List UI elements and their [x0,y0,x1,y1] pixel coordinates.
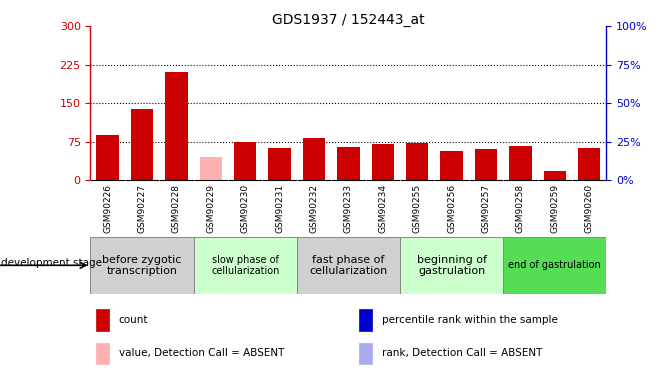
Text: GSM90230: GSM90230 [241,184,250,232]
Text: value, Detection Call = ABSENT: value, Detection Call = ABSENT [119,348,284,358]
Text: before zygotic
transcription: before zygotic transcription [103,255,182,276]
Text: fast phase of
cellularization: fast phase of cellularization [310,255,387,276]
Text: GSM90229: GSM90229 [206,184,215,232]
Text: GSM90228: GSM90228 [172,184,181,232]
Bar [96,309,109,331]
Text: GSM90259: GSM90259 [550,184,559,232]
Bar [297,237,400,294]
Text: GDS1937 / 152443_at: GDS1937 / 152443_at [272,13,425,27]
Text: GSM90234: GSM90234 [379,184,387,232]
Text: GSM90255: GSM90255 [413,184,421,232]
Text: GSM90256: GSM90256 [447,184,456,232]
Bar [503,237,606,294]
Bar [234,142,257,180]
Text: GSM90232: GSM90232 [310,184,318,232]
Bar [165,72,188,180]
Text: beginning of
gastrulation: beginning of gastrulation [417,255,486,276]
Bar [358,309,372,331]
Text: GSM90258: GSM90258 [516,184,525,232]
Bar [543,171,566,180]
Text: GSM90231: GSM90231 [275,184,284,232]
Text: GSM90233: GSM90233 [344,184,353,232]
Text: GSM90260: GSM90260 [585,184,594,232]
Text: GSM90257: GSM90257 [482,184,490,232]
Bar [406,143,428,180]
Text: GSM90226: GSM90226 [103,184,112,232]
Text: GSM90227: GSM90227 [137,184,147,232]
Text: rank, Detection Call = ABSENT: rank, Detection Call = ABSENT [382,348,542,358]
Text: count: count [119,315,148,325]
Bar [96,135,119,180]
Text: slow phase of
cellularization: slow phase of cellularization [211,255,279,276]
Bar [578,148,600,180]
Bar [269,148,291,180]
Text: development stage: development stage [1,258,103,268]
Bar [358,343,372,364]
Bar [475,149,497,180]
Bar [303,138,325,180]
Bar [372,144,394,180]
Bar [131,109,153,180]
Bar [200,157,222,180]
Bar [194,237,297,294]
Text: percentile rank within the sample: percentile rank within the sample [382,315,558,325]
Bar [440,151,463,180]
Bar [400,237,503,294]
Bar [337,147,360,180]
Bar [90,237,194,294]
Bar [96,343,109,364]
Text: end of gastrulation: end of gastrulation [509,260,601,270]
Bar [509,146,531,180]
